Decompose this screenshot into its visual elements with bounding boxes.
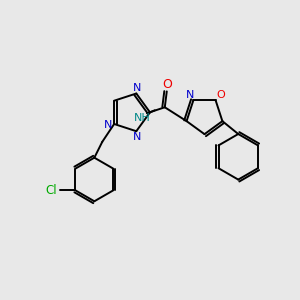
Text: N: N: [186, 90, 195, 100]
Text: Cl: Cl: [46, 184, 58, 197]
Text: O: O: [162, 78, 172, 91]
Text: N: N: [104, 120, 112, 130]
Text: N: N: [133, 82, 142, 93]
Text: N: N: [133, 132, 142, 142]
Text: NH: NH: [134, 113, 150, 123]
Text: O: O: [216, 90, 225, 100]
